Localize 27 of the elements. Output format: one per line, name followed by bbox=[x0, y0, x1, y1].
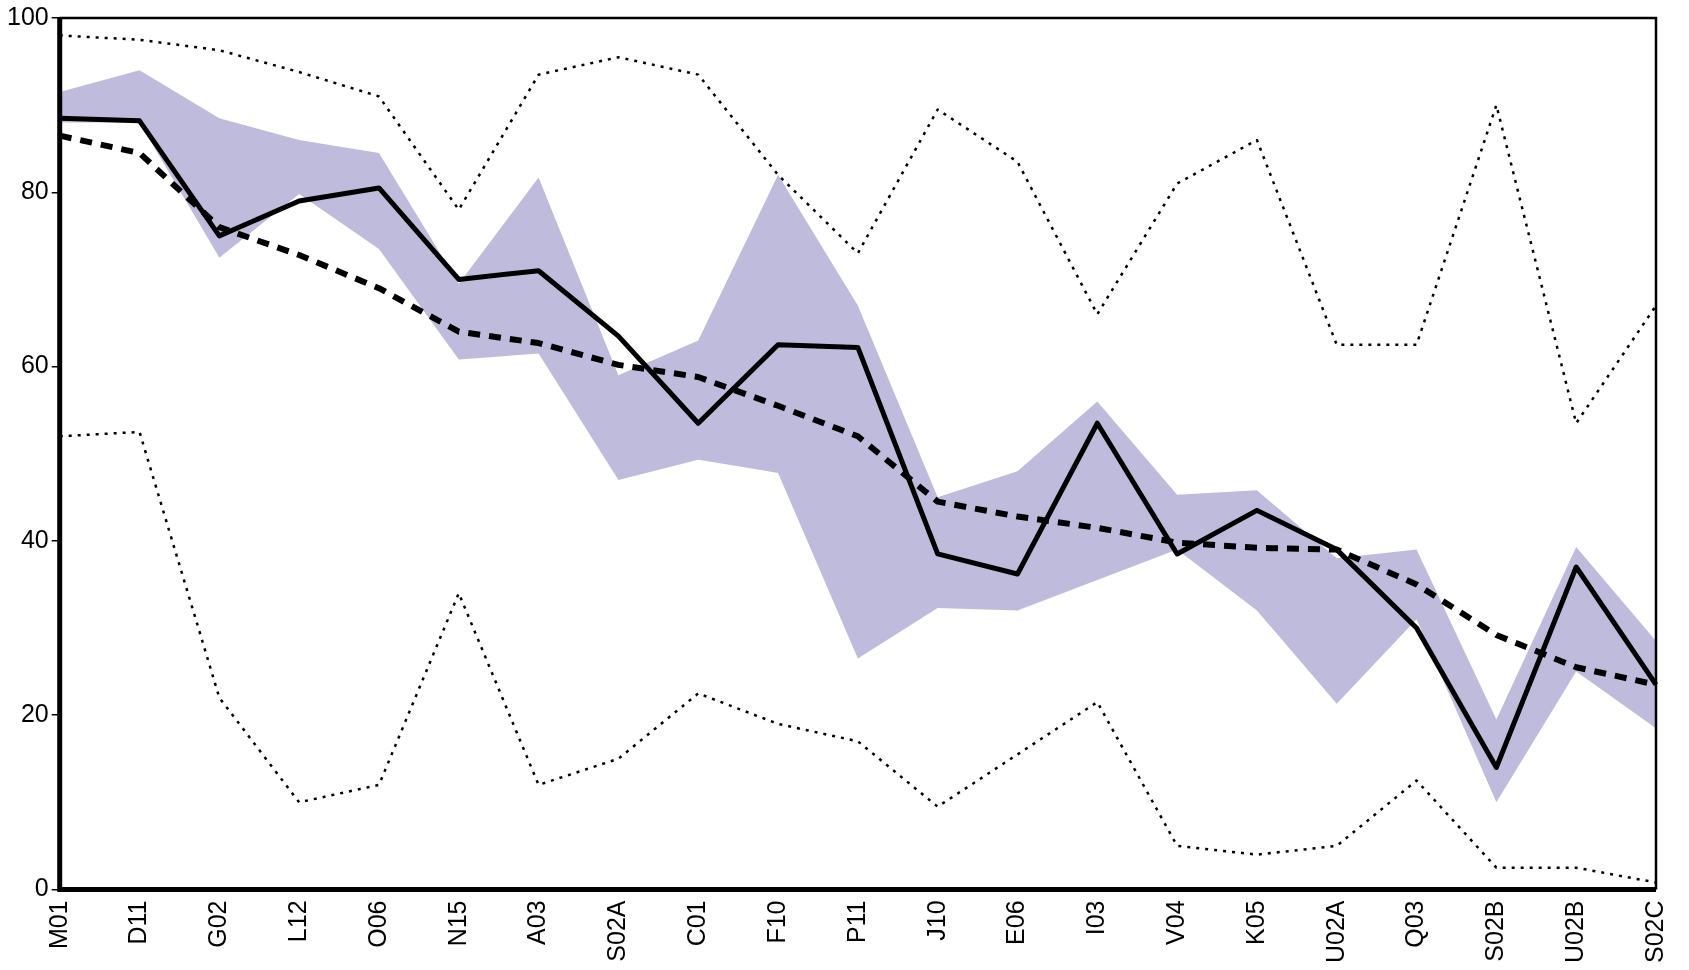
x-tick-label: D11 bbox=[123, 900, 152, 945]
x-tick-label: V04 bbox=[1161, 900, 1189, 945]
x-tick-label: I03 bbox=[1081, 900, 1110, 936]
x-tick-label: P11 bbox=[841, 900, 870, 944]
x-tick-label: K05 bbox=[1240, 900, 1269, 945]
y-tick-label: 40 bbox=[20, 524, 49, 553]
y-tick-label: 60 bbox=[20, 350, 49, 379]
x-tick-label: E06 bbox=[1001, 900, 1030, 945]
x-tick-label: C01 bbox=[682, 900, 711, 947]
x-tick-label: Q03 bbox=[1400, 900, 1429, 948]
x-tick-label: S02A bbox=[602, 900, 631, 962]
y-tick-label: 0 bbox=[34, 873, 49, 902]
x-tick-label: U02A bbox=[1320, 900, 1349, 964]
x-tick-label: G02 bbox=[203, 900, 232, 948]
x-tick-label: L12 bbox=[283, 900, 312, 943]
x-tick-label: S02B bbox=[1480, 900, 1509, 962]
x-tick-label: F10 bbox=[761, 900, 790, 944]
x-tick-label: A03 bbox=[522, 900, 551, 945]
x-tick-label: M01 bbox=[43, 900, 72, 950]
y-tick-label: 20 bbox=[20, 699, 49, 728]
y-tick-label: 80 bbox=[20, 176, 49, 205]
x-tick-label: O06 bbox=[362, 900, 391, 948]
x-tick-label: J10 bbox=[921, 900, 950, 941]
x-tick-label: U02B bbox=[1560, 900, 1589, 964]
y-tick-label: 100 bbox=[6, 1, 49, 30]
x-tick-label: S02C bbox=[1639, 900, 1668, 964]
x-tick-label: N15 bbox=[442, 900, 471, 947]
